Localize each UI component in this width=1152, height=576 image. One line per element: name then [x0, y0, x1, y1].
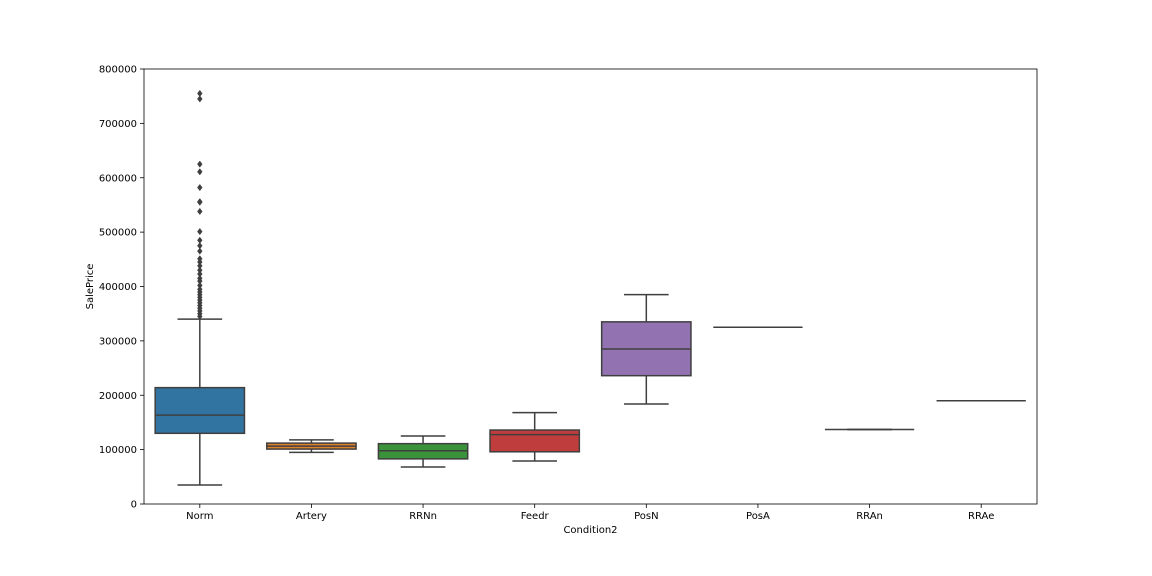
outlier-point	[197, 183, 203, 192]
plot-area	[154, 89, 1026, 486]
box-norm	[154, 89, 246, 486]
y-tick-label: 600000	[99, 173, 137, 184]
y-tick-label: 500000	[99, 228, 137, 239]
outlier-point	[197, 281, 203, 290]
outlier-point	[197, 274, 203, 282]
outlier-point	[197, 242, 203, 250]
x-tick-label: Norm	[186, 511, 213, 522]
y-tick-label: 800000	[99, 65, 137, 76]
outlier-point	[197, 198, 203, 206]
outlier-point	[197, 247, 203, 255]
plot-frame	[143, 68, 1038, 505]
outlier-point	[197, 262, 203, 270]
outlier-point	[197, 160, 203, 168]
box-rrnn	[377, 435, 469, 468]
box-artery	[266, 439, 357, 454]
y-axis: 0 100000 200000 300000 400000 500000 600000 700…	[99, 65, 144, 511]
outlier-point	[197, 270, 203, 278]
box-feedr	[489, 411, 581, 462]
x-tick-label: RRAe	[968, 511, 994, 522]
x-tick-label: Artery	[296, 511, 327, 522]
outlier-point	[197, 95, 203, 103]
x-axis-label: Condition2	[563, 525, 617, 536]
x-axis: Norm Artery RRNn Feedr PosN PosA RRAn RRAe	[186, 504, 994, 522]
y-tick-label: 0	[131, 500, 137, 511]
outlier-point	[197, 227, 203, 236]
x-tick-label: PosA	[746, 511, 770, 522]
x-tick-label: RRNn	[409, 511, 437, 522]
x-tick-label: RRAn	[856, 511, 883, 522]
y-tick-label: 300000	[99, 336, 137, 347]
outlier-point	[197, 255, 203, 263]
y-axis-label: SalePrice	[85, 264, 96, 310]
outlier-point	[197, 89, 203, 98]
y-tick-label: 400000	[99, 282, 137, 293]
y-tick-label: 100000	[99, 445, 137, 456]
box-iqr	[489, 429, 581, 453]
x-tick-label: PosN	[634, 511, 658, 522]
outlier-point	[197, 168, 203, 176]
x-tick-label: Feedr	[521, 511, 550, 522]
y-tick-label: 700000	[99, 119, 137, 130]
box-posn	[600, 293, 692, 405]
outlier-point	[197, 266, 203, 274]
y-tick-label: 200000	[99, 391, 137, 402]
outlier-point	[197, 207, 203, 216]
outlier-point	[197, 285, 203, 293]
outlier-point	[197, 236, 203, 244]
box-iqr	[154, 386, 246, 435]
